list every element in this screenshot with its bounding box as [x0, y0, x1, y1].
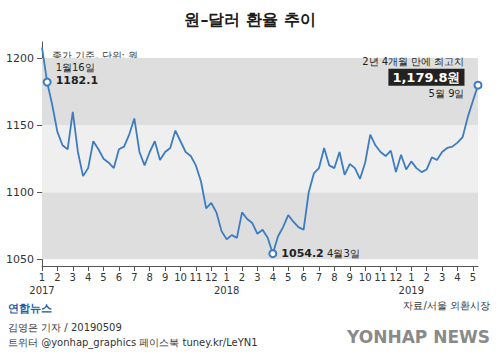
svg-text:2: 2: [424, 272, 430, 283]
svg-text:12: 12: [390, 272, 403, 283]
svg-text:1: 1: [223, 272, 229, 283]
svg-text:2018: 2018: [214, 285, 239, 296]
svg-text:종가 기준, 단위: 원: 종가 기준, 단위: 원: [52, 49, 139, 61]
svg-text:4: 4: [85, 272, 91, 283]
svg-text:원–달러 환율 추이: 원–달러 환율 추이: [184, 10, 315, 29]
svg-text:3: 3: [70, 272, 76, 283]
svg-text:11: 11: [374, 272, 387, 283]
svg-text:4: 4: [454, 272, 460, 283]
svg-text:1182.1: 1182.1: [56, 74, 98, 87]
svg-text:1,179.8원: 1,179.8원: [392, 70, 460, 85]
svg-text:10: 10: [359, 272, 372, 283]
svg-text:1: 1: [39, 272, 45, 283]
svg-text:1: 1: [408, 272, 414, 283]
svg-text:2017: 2017: [29, 285, 54, 296]
svg-text:7: 7: [131, 272, 137, 283]
svg-text:7: 7: [316, 272, 322, 283]
svg-text:2019: 2019: [399, 285, 424, 296]
svg-text:6: 6: [116, 272, 122, 283]
svg-text:1054.2: 1054.2: [281, 247, 323, 260]
svg-text:트위터 @yonhap_graphics 페이스북 tune: 트위터 @yonhap_graphics 페이스북 tuney.kr/LeYN1: [8, 337, 258, 349]
svg-text:1050: 1050: [6, 253, 34, 266]
svg-text:8: 8: [147, 272, 153, 283]
svg-text:5: 5: [470, 272, 476, 283]
svg-text:9: 9: [162, 272, 168, 283]
svg-text:12: 12: [205, 272, 218, 283]
svg-text:5월 9일: 5월 9일: [429, 88, 465, 99]
svg-text:11: 11: [190, 272, 203, 283]
svg-text:4월3일: 4월3일: [327, 248, 360, 259]
svg-text:5: 5: [100, 272, 106, 283]
svg-text:YONHAP NEWS: YONHAP NEWS: [346, 327, 490, 347]
svg-text:자료/서울 외환시장: 자료/서울 외환시장: [403, 300, 490, 311]
svg-text:2년 4개월 만에 최고치: 2년 4개월 만에 최고치: [362, 56, 464, 67]
svg-text:4: 4: [270, 272, 276, 283]
svg-text:연합뉴스: 연합뉴스: [8, 302, 52, 315]
svg-text:2: 2: [239, 272, 245, 283]
svg-text:2: 2: [54, 272, 60, 283]
svg-text:1150: 1150: [6, 119, 34, 132]
svg-text:3: 3: [254, 272, 260, 283]
svg-text:10: 10: [174, 272, 187, 283]
svg-text:5: 5: [285, 272, 291, 283]
svg-text:6: 6: [300, 272, 306, 283]
svg-text:1200: 1200: [6, 52, 34, 65]
svg-text:김영은 기자 / 20190509: 김영은 기자 / 20190509: [8, 322, 122, 333]
svg-text:3: 3: [439, 272, 445, 283]
svg-text:9: 9: [347, 272, 353, 283]
svg-text:8: 8: [331, 272, 337, 283]
svg-text:1월16일: 1월16일: [56, 62, 95, 73]
svg-text:1100: 1100: [6, 186, 34, 199]
